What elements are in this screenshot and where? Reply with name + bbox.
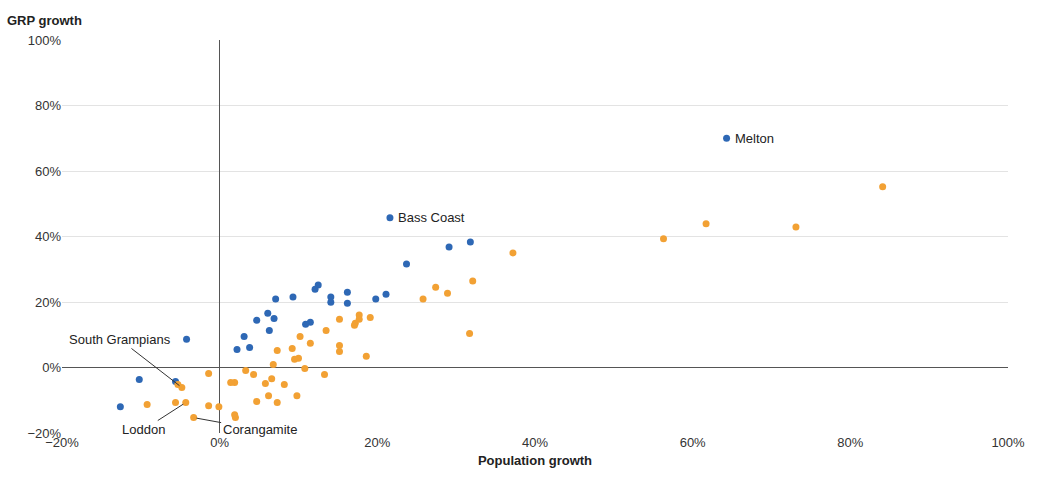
svg-text:100%: 100% <box>991 435 1025 450</box>
svg-text:60%: 60% <box>680 435 706 450</box>
svg-text:Corangamite: Corangamite <box>223 422 297 437</box>
svg-text:20%: 20% <box>35 295 61 310</box>
svg-text:Population growth: Population growth <box>478 453 592 468</box>
svg-text:60%: 60% <box>35 164 61 179</box>
svg-text:Loddon: Loddon <box>122 422 165 437</box>
svg-text:0%: 0% <box>42 360 61 375</box>
svg-text:40%: 40% <box>522 435 548 450</box>
svg-text:100%: 100% <box>28 33 62 48</box>
svg-text:0%: 0% <box>210 435 229 450</box>
svg-text:20%: 20% <box>364 435 390 450</box>
svg-text:GRP growth: GRP growth <box>7 13 82 28</box>
svg-text:40%: 40% <box>35 229 61 244</box>
svg-text:80%: 80% <box>837 435 863 450</box>
svg-text:−20%: −20% <box>27 426 61 441</box>
svg-text:Melton: Melton <box>735 131 774 146</box>
svg-text:80%: 80% <box>35 98 61 113</box>
svg-text:−20%: −20% <box>45 435 79 450</box>
svg-text:Bass Coast: Bass Coast <box>398 210 465 225</box>
svg-text:South Grampians: South Grampians <box>69 332 171 347</box>
